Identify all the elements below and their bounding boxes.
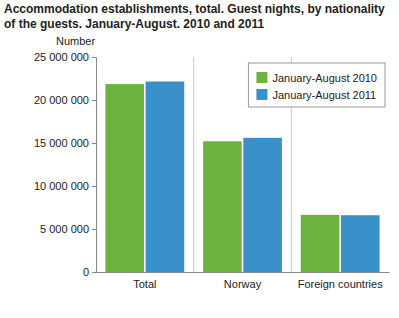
y-tick-mark — [92, 272, 96, 273]
x-tick: Total — [133, 272, 156, 290]
y-axis: 0 5 000 000 10 000 000 15 000 000 20 000 000… — [34, 51, 97, 278]
x-tick-label: Total — [133, 278, 156, 290]
legend-item: January-August 2010 — [256, 72, 377, 84]
y-tick-mark — [92, 186, 96, 187]
y-axis-line — [92, 58, 97, 273]
x-axis-line — [97, 272, 390, 273]
y-tick: 0 — [83, 266, 96, 278]
legend-box — [248, 63, 385, 107]
legend-swatch — [256, 89, 267, 100]
category-separator — [193, 57, 194, 272]
y-tick: 20 000 000 — [34, 94, 96, 106]
legend-swatch — [256, 72, 267, 83]
legend-label: January-August 2011 — [272, 89, 376, 101]
legend-label: January-August 2010 — [272, 72, 377, 84]
bar — [146, 82, 185, 272]
bar — [105, 84, 144, 272]
y-tick: 10 000 000 — [34, 180, 96, 192]
x-tick: Foreign countries — [298, 272, 383, 290]
y-tick-label: 10 000 000 — [34, 180, 89, 192]
y-tick-label: 20 000 000 — [34, 94, 89, 106]
legend-item: January-August 2011 — [256, 89, 376, 101]
y-tick-label: 0 — [83, 266, 89, 278]
x-tick-label: Foreign countries — [298, 278, 383, 290]
x-tick: Norway — [224, 272, 262, 290]
bar — [341, 215, 380, 272]
y-tick: 15 000 000 — [34, 137, 96, 149]
y-tick: 25 000 000 — [34, 51, 96, 63]
bar — [301, 215, 340, 272]
bars — [105, 82, 379, 272]
y-tick-label: 15 000 000 — [34, 137, 89, 149]
plot: 0 5 000 000 10 000 000 15 000 000 20 000 000… — [34, 51, 390, 290]
y-tick-mark — [92, 229, 96, 230]
y-tick-label: 25 000 000 — [34, 51, 89, 63]
y-tick-mark — [92, 100, 96, 101]
x-axis: Total Norway Foreign countries — [97, 272, 390, 290]
y-axis-title: Number — [56, 35, 95, 47]
y-tick: 5 000 000 — [40, 223, 96, 235]
x-tick-label: Norway — [224, 278, 262, 290]
bar — [203, 141, 242, 272]
bar — [243, 138, 282, 272]
y-tick-label: 5 000 000 — [40, 223, 89, 235]
y-tick-mark — [92, 57, 96, 58]
legend: January-August 2010 January-August 2011 — [248, 63, 385, 107]
y-tick-mark — [92, 143, 96, 144]
chart: Accommodation establishments, total. Gue… — [0, 0, 399, 318]
title: Accommodation establishments, total. Gue… — [4, 2, 385, 31]
